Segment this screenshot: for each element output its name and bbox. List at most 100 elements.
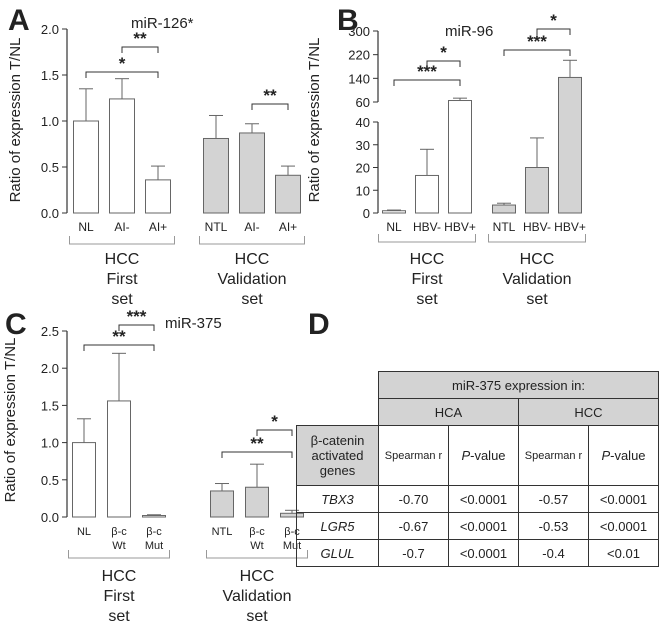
group-label: set xyxy=(526,291,548,308)
table-cell: <0.0001 xyxy=(448,539,519,567)
y-tick-label: 0.0 xyxy=(41,206,59,221)
group-label: First xyxy=(411,271,443,288)
table-blank-cell xyxy=(297,399,379,426)
significance-bracket xyxy=(503,49,571,56)
significance-label: *** xyxy=(417,62,437,81)
significance-label: * xyxy=(271,412,278,431)
y-tick-label: 300 xyxy=(348,24,370,39)
y-tick-label: 220 xyxy=(348,48,370,63)
gene-name: TBX3 xyxy=(296,485,379,513)
y-tick-label: 1.5 xyxy=(41,398,59,413)
category-label: HBV- xyxy=(413,220,441,234)
p-suffix: -value xyxy=(470,448,506,463)
category-label: HBV- xyxy=(523,220,551,234)
category-bracket xyxy=(199,236,305,245)
table-cell: -0.57 xyxy=(518,485,589,513)
table-group-hca: HCA xyxy=(378,398,519,426)
y-tick-label: 1.0 xyxy=(41,114,59,129)
table-col-header: Spearman r xyxy=(518,425,589,486)
bar xyxy=(203,137,229,214)
table-cell: <0.0001 xyxy=(448,485,519,513)
significance-label: ** xyxy=(250,434,264,453)
bar xyxy=(492,204,516,214)
significance-bracket xyxy=(426,60,461,67)
category-bracket xyxy=(69,236,175,245)
p-prefix: P xyxy=(461,448,471,463)
y-tick-label: 2.0 xyxy=(41,22,59,37)
significance-label: ** xyxy=(263,86,277,105)
group-label: HCC xyxy=(240,568,275,585)
category-label: NL xyxy=(78,220,94,234)
table-col-header: P-value xyxy=(448,425,519,486)
group-label: Validation xyxy=(217,271,286,288)
bar xyxy=(275,174,301,214)
category-label: Wt xyxy=(250,540,263,552)
significance-bracket xyxy=(221,451,293,458)
category-label: AI+ xyxy=(149,220,167,234)
y-tick-label: 0.5 xyxy=(41,160,59,175)
group-label: HCC xyxy=(520,251,555,268)
significance-label: ** xyxy=(133,29,147,48)
category-bracket xyxy=(68,550,170,559)
group-label: HCC xyxy=(410,251,445,268)
table-cell: -0.70 xyxy=(378,485,449,513)
table-row: LGR5 -0.67 <0.0001 -0.53 <0.0001 xyxy=(296,512,659,540)
y-tick-label: 60 xyxy=(356,95,370,110)
bar xyxy=(448,100,472,214)
chart-title: miR-126* xyxy=(131,15,194,32)
y-tick-label: 0.5 xyxy=(41,473,59,488)
significance-label: * xyxy=(119,54,126,73)
category-label: β-c xyxy=(146,526,162,538)
table-row: GLUL -0.7 <0.0001 -0.4 <0.01 xyxy=(296,539,659,567)
significance-label: *** xyxy=(527,32,547,51)
y-axis-label: Ratio of expression T/NL xyxy=(2,338,19,503)
group-label: First xyxy=(106,271,138,288)
p-suffix: -value xyxy=(610,448,646,463)
category-label: NTL xyxy=(212,526,233,538)
chart-title: miR-375 xyxy=(165,315,222,332)
category-label: NL xyxy=(77,526,91,538)
panel-a: 0.0 0.5 1.0 1.5 2.0 Ratio of expression T/NL m… xyxy=(7,15,305,308)
significance-label: ** xyxy=(112,327,126,346)
table-blank-cell xyxy=(297,372,379,399)
category-label: β-c xyxy=(249,526,265,538)
significance-bracket xyxy=(121,46,159,53)
bar xyxy=(558,76,582,214)
gene-name: LGR5 xyxy=(296,512,379,540)
table-cell: <0.01 xyxy=(588,539,659,567)
p-prefix: P xyxy=(601,448,611,463)
y-tick-label: 30 xyxy=(356,138,370,153)
group-label: HCC xyxy=(105,251,140,268)
significance-label: * xyxy=(550,11,557,30)
category-label: Wt xyxy=(112,540,125,552)
group-label: Validation xyxy=(502,271,571,288)
group-label: set xyxy=(111,291,133,308)
y-tick-label: 1.0 xyxy=(41,436,59,451)
table-row: TBX3 -0.70 <0.0001 -0.57 <0.0001 xyxy=(296,485,659,513)
spearman-table: miR-375 expression in: HCA HCC β-catenin… xyxy=(296,371,659,567)
y-tick-label: 10 xyxy=(356,183,370,198)
gene-name: GLUL xyxy=(296,539,379,567)
panel-letter-d: D xyxy=(308,308,330,341)
panel-letter-b: B xyxy=(337,4,359,37)
bar xyxy=(73,120,99,214)
category-label: NTL xyxy=(205,220,228,234)
row-header-line: β-catenin xyxy=(310,433,365,448)
significance-bracket xyxy=(536,28,571,35)
category-bracket xyxy=(488,234,586,243)
category-label: AI- xyxy=(244,220,259,234)
table-cell: -0.67 xyxy=(378,512,449,540)
group-label: set xyxy=(416,291,438,308)
y-tick-label: 0 xyxy=(363,206,370,221)
table-cell: <0.0001 xyxy=(448,512,519,540)
category-label: NTL xyxy=(493,220,516,234)
table-group-hcc: HCC xyxy=(518,398,659,426)
bar xyxy=(382,210,406,214)
bar xyxy=(107,400,131,518)
group-label: set xyxy=(241,291,263,308)
category-bracket xyxy=(378,234,476,243)
significance-bracket xyxy=(393,79,461,86)
table-cell: -0.4 xyxy=(518,539,589,567)
category-label: AI+ xyxy=(279,220,297,234)
significance-bracket xyxy=(256,429,293,436)
